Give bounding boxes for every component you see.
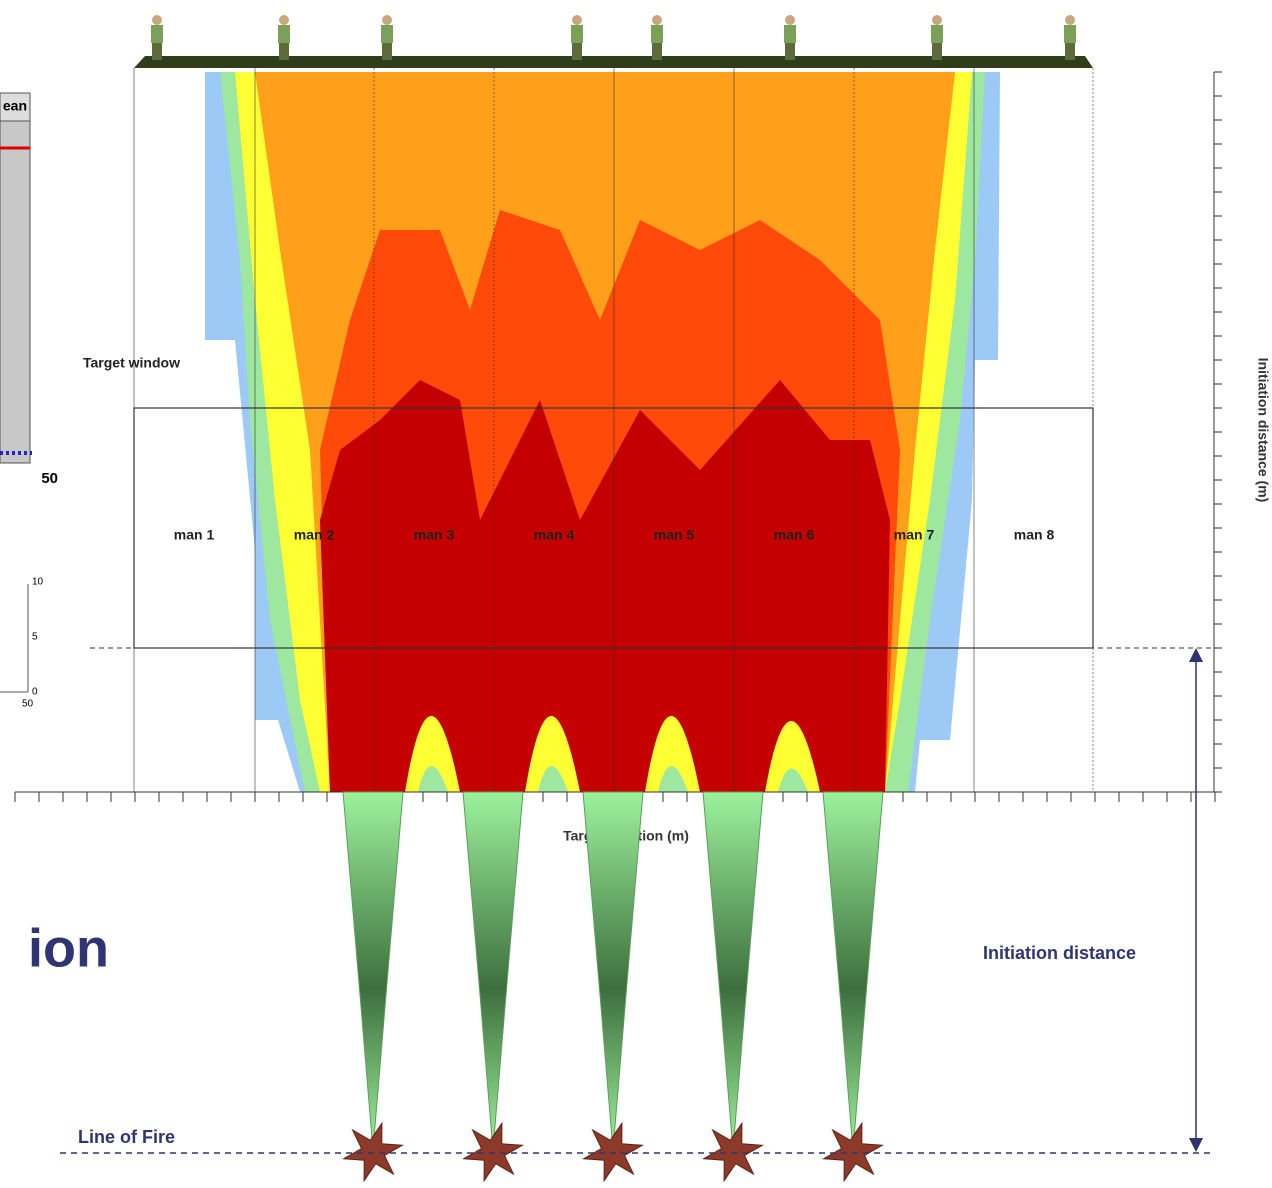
body bbox=[381, 25, 393, 43]
legs bbox=[382, 43, 392, 60]
left-header: ean bbox=[3, 98, 27, 114]
heatmap bbox=[205, 72, 1000, 792]
soldier bbox=[784, 15, 796, 60]
left-x-label: 50 bbox=[41, 470, 58, 487]
men-labels: man 1 man 2 man 3 man 4 man 5 man 6 man … bbox=[174, 527, 1055, 543]
soldiers bbox=[151, 15, 1076, 60]
soldier bbox=[151, 15, 163, 60]
legs bbox=[932, 43, 942, 60]
head bbox=[152, 15, 162, 25]
cone bbox=[702, 791, 764, 1151]
legs bbox=[152, 43, 162, 60]
body bbox=[278, 25, 290, 43]
body bbox=[931, 25, 943, 43]
head bbox=[572, 15, 582, 25]
head bbox=[932, 15, 942, 25]
title: ion bbox=[28, 918, 109, 978]
head bbox=[382, 15, 392, 25]
legs bbox=[1065, 43, 1075, 60]
soldier bbox=[931, 15, 943, 60]
star bbox=[342, 1121, 404, 1183]
line-of-fire-label: Line of Fire bbox=[78, 1127, 175, 1147]
fire-cones bbox=[342, 791, 884, 1183]
head bbox=[652, 15, 662, 25]
body bbox=[151, 25, 163, 43]
man-label: man 2 bbox=[294, 527, 335, 543]
cone bbox=[462, 791, 524, 1151]
ground bbox=[134, 56, 1093, 68]
legs bbox=[572, 43, 582, 60]
man-label: man 3 bbox=[414, 527, 455, 543]
star bbox=[462, 1121, 524, 1183]
cone bbox=[822, 791, 884, 1151]
y-axis-label: Initiation distance (m) bbox=[1255, 358, 1271, 503]
legs bbox=[279, 43, 289, 60]
man-label: man 5 bbox=[654, 527, 695, 543]
soldier bbox=[381, 15, 393, 60]
star bbox=[582, 1121, 644, 1183]
legs bbox=[652, 43, 662, 60]
small-x-label: 50 bbox=[22, 699, 34, 710]
soldier bbox=[651, 15, 663, 60]
man-label: man 7 bbox=[894, 527, 935, 543]
man-label: man 4 bbox=[534, 527, 575, 543]
body bbox=[571, 25, 583, 43]
star bbox=[822, 1121, 884, 1183]
head bbox=[279, 15, 289, 25]
soldier bbox=[1064, 15, 1076, 60]
small-tick: 0 bbox=[32, 687, 38, 698]
cone bbox=[342, 791, 404, 1151]
body bbox=[784, 25, 796, 43]
man-label: man 6 bbox=[774, 527, 815, 543]
head bbox=[1065, 15, 1075, 25]
small-tick: 10 bbox=[32, 577, 44, 588]
man-label: man 1 bbox=[174, 527, 215, 543]
man-label: man 8 bbox=[1014, 527, 1055, 543]
soldier bbox=[278, 15, 290, 60]
soldier bbox=[571, 15, 583, 60]
body bbox=[651, 25, 663, 43]
grid bbox=[90, 68, 1215, 792]
body bbox=[1064, 25, 1076, 43]
star bbox=[702, 1121, 764, 1183]
cone bbox=[582, 791, 644, 1151]
left-chart: ean 50 10 5 0 50 bbox=[0, 92, 58, 710]
head bbox=[785, 15, 795, 25]
legs bbox=[785, 43, 795, 60]
target-window-label: Target window bbox=[83, 355, 180, 371]
small-tick: 5 bbox=[32, 632, 38, 643]
initiation-distance-label: Initiation distance bbox=[983, 943, 1136, 963]
